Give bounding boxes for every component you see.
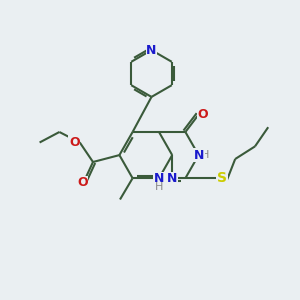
Text: N: N [167, 172, 177, 185]
Text: H: H [201, 150, 209, 160]
Text: N: N [194, 148, 204, 162]
Text: N: N [146, 44, 157, 57]
Text: O: O [69, 136, 80, 149]
Text: O: O [198, 108, 208, 121]
Text: O: O [77, 176, 88, 190]
Text: N: N [154, 172, 164, 185]
Text: H: H [155, 182, 163, 192]
Text: S: S [217, 171, 227, 185]
